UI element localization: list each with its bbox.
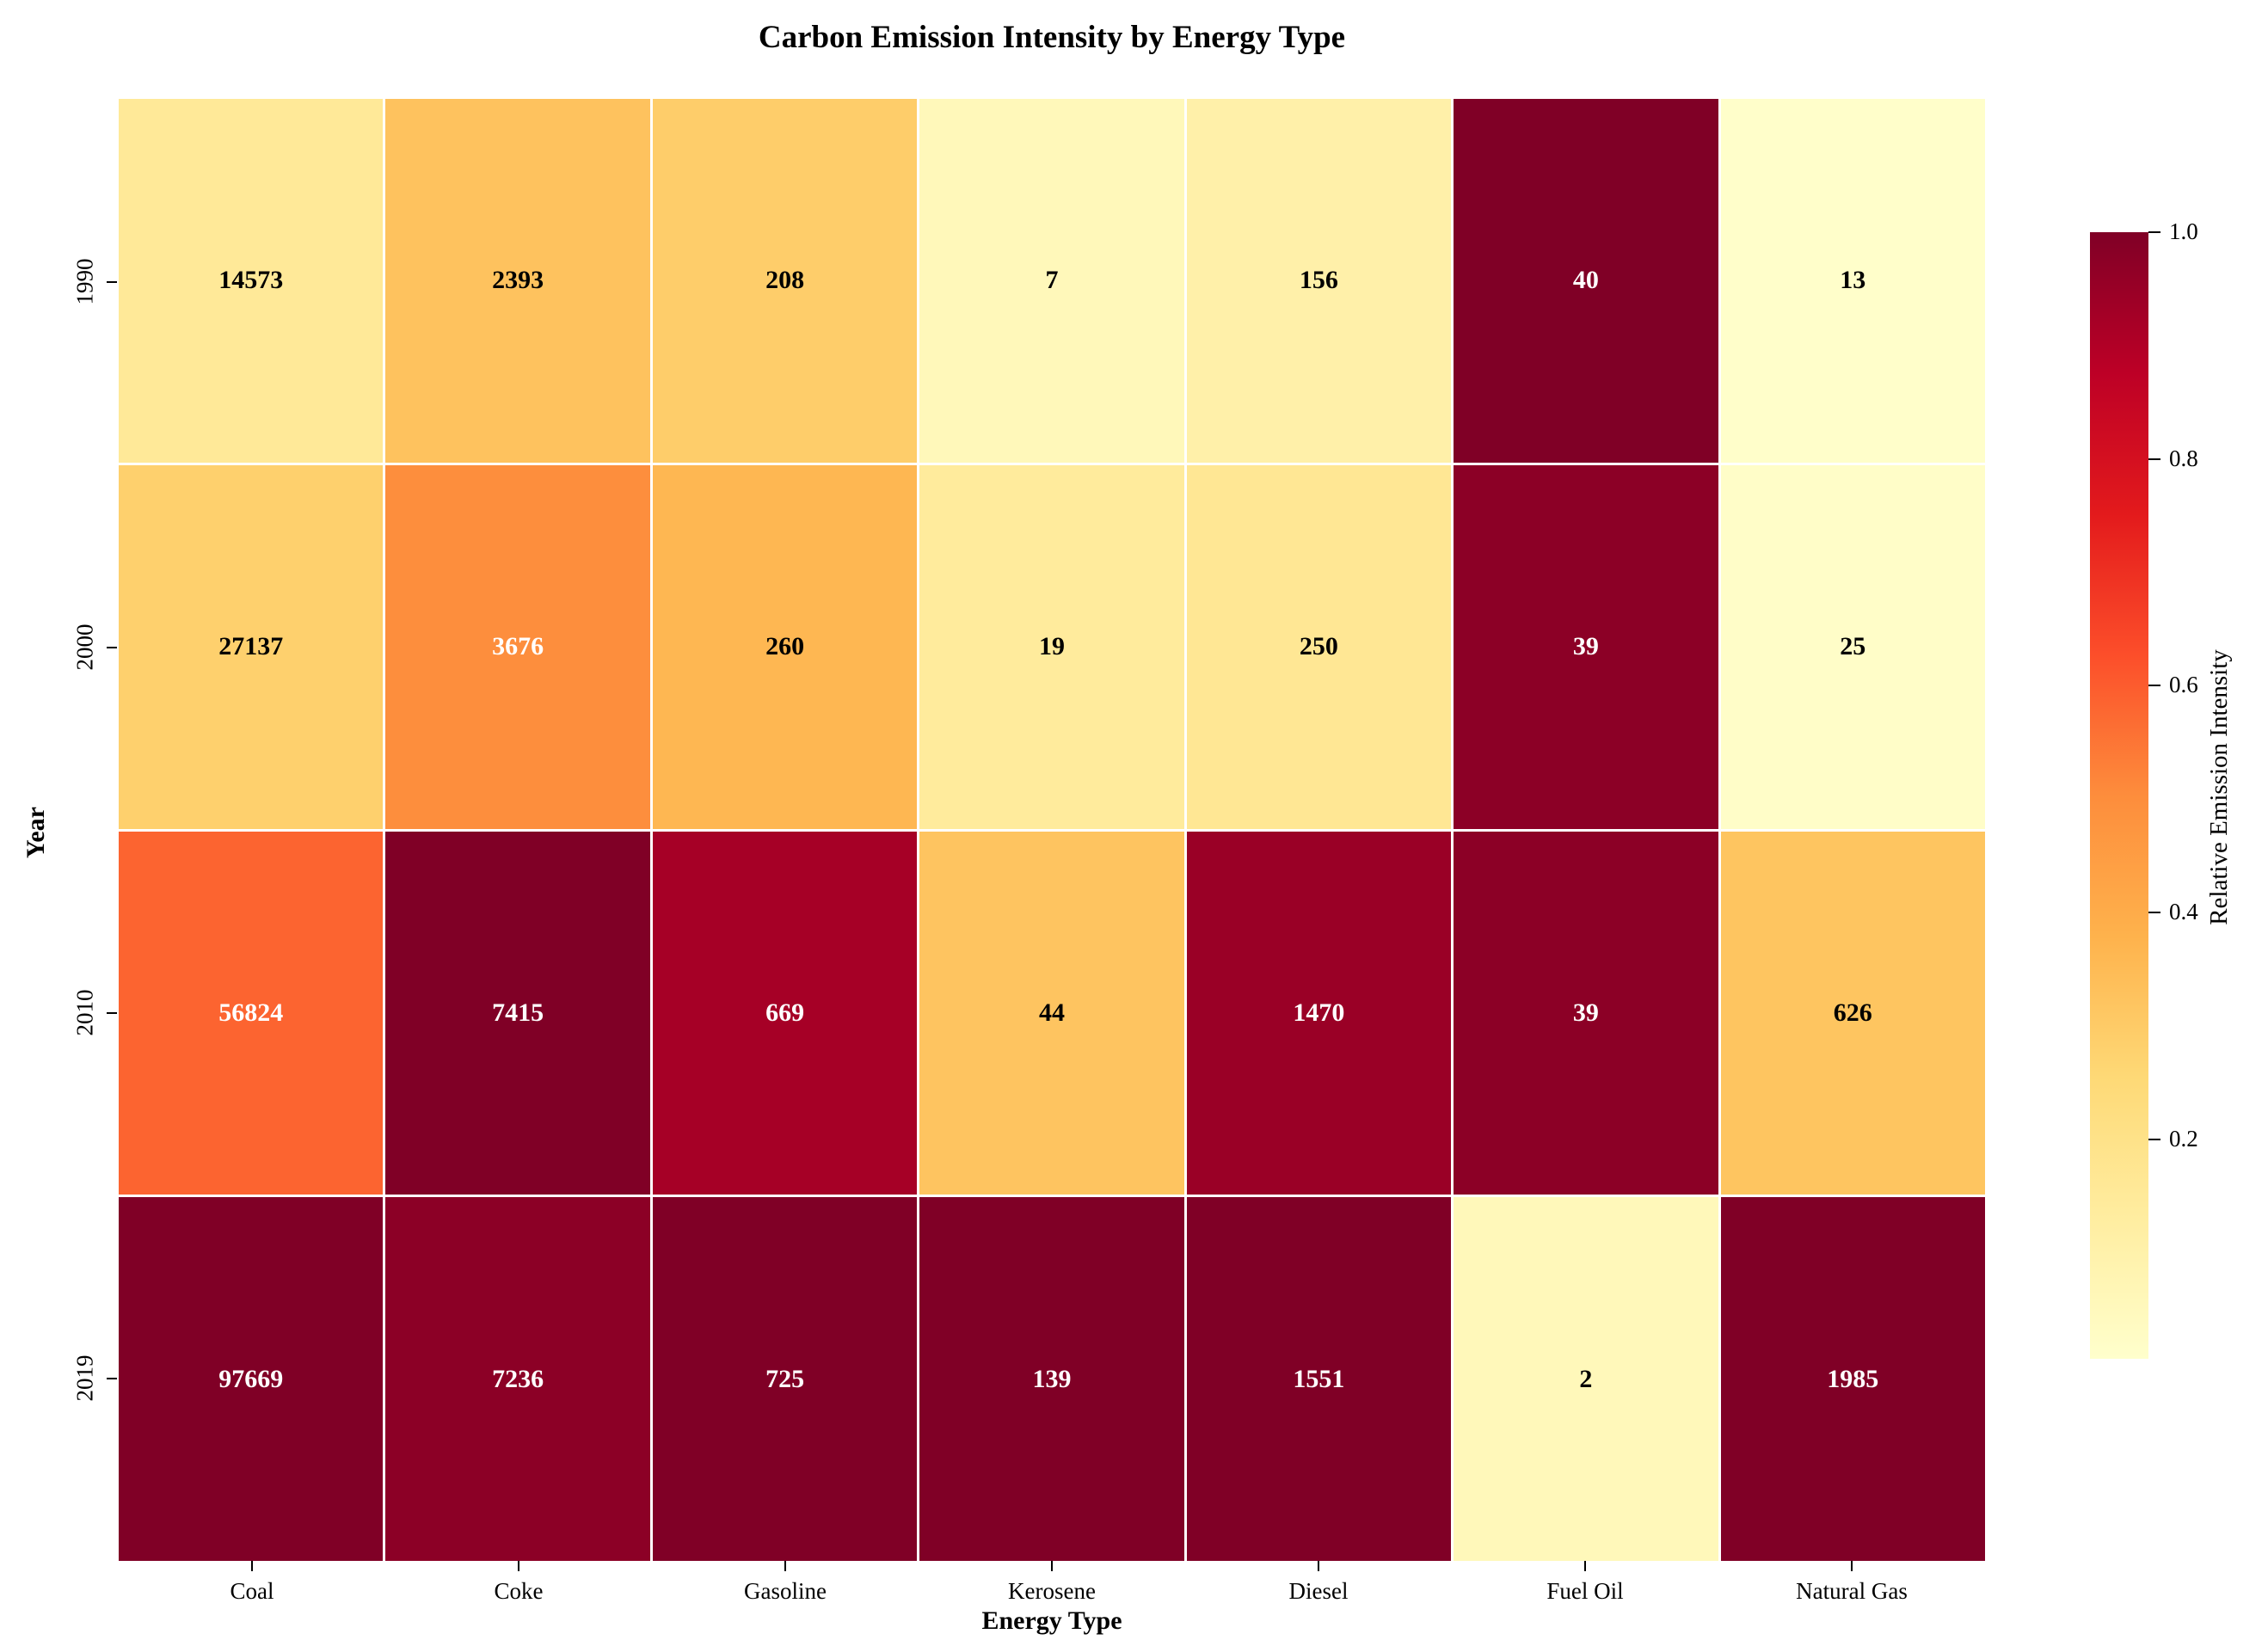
heatmap-cell: 7 bbox=[919, 99, 1184, 463]
colorbar-tick-label: 0.6 bbox=[2169, 672, 2198, 698]
x-tick-labels: Coal Coke Gasoline Kerosene Diesel Fuel Oil Na… bbox=[119, 1576, 1985, 1606]
heatmap-cell: 7415 bbox=[385, 831, 650, 1195]
y-axis-label: Year bbox=[22, 807, 50, 858]
x-tick-mark bbox=[1452, 1561, 1718, 1571]
x-tick-mark bbox=[385, 1561, 652, 1571]
heatmap-cell: 25 bbox=[1720, 464, 1985, 829]
x-tick-label: Kerosene bbox=[1008, 1577, 1096, 1604]
colorbar-tick-mark bbox=[2148, 685, 2160, 687]
heatmap-cell: 14573 bbox=[119, 99, 384, 463]
heatmap-cell: 250 bbox=[1186, 464, 1452, 829]
x-axis-tick-marks bbox=[119, 1561, 1985, 1571]
y-tick-labels: 1990 2000 2010 2019 bbox=[62, 99, 101, 1561]
y-tick-mark bbox=[107, 99, 119, 464]
heatmap-cell: 1551 bbox=[1186, 1197, 1452, 1561]
heatmap-cell: 725 bbox=[652, 1197, 918, 1561]
x-tick-label: Fuel Oil bbox=[1546, 1577, 1624, 1604]
colorbar-gradient bbox=[2090, 232, 2148, 1359]
heatmap-cell: 3676 bbox=[385, 464, 650, 829]
heatmap-cell: 1985 bbox=[1720, 1197, 1985, 1561]
y-tick-label: 2010 bbox=[71, 989, 98, 1036]
heatmap-cell: 1470 bbox=[1186, 831, 1452, 1195]
heatmap-cell: 2 bbox=[1454, 1197, 1718, 1561]
y-tick-mark bbox=[107, 464, 119, 830]
x-tick-label: Diesel bbox=[1288, 1577, 1349, 1604]
chart-title: Carbon Emission Intensity by Energy Type bbox=[758, 20, 1346, 55]
y-tick-mark bbox=[107, 1195, 119, 1561]
colorbar-tick-label: 0.4 bbox=[2169, 899, 2198, 925]
x-tick-label: Coal bbox=[230, 1577, 274, 1604]
heatmap-cell: 13 bbox=[1720, 99, 1985, 463]
x-tick-mark bbox=[919, 1561, 1185, 1571]
y-tick-mark bbox=[107, 830, 119, 1195]
heatmap-cell: 40 bbox=[1454, 99, 1718, 463]
heatmap-cell: 56824 bbox=[119, 831, 384, 1195]
heatmap-cell: 39 bbox=[1454, 464, 1718, 829]
heatmap-cell: 7236 bbox=[385, 1197, 650, 1561]
y-tick-label: 2000 bbox=[71, 623, 98, 671]
heatmap-cell: 260 bbox=[652, 464, 918, 829]
heatmap-cell: 39 bbox=[1454, 831, 1718, 1195]
colorbar-axis-label-text: Relative Emission Intensity bbox=[2204, 648, 2233, 925]
heatmap-grid: 14573 2393 208 7 156 40 13 27137 3676 260 19 250 39 2… bbox=[119, 99, 1985, 1561]
y-axis-tick-marks bbox=[107, 99, 119, 1561]
x-tick-label: Natural Gas bbox=[1796, 1577, 1908, 1604]
colorbar-axis-label: Relative Emission Intensity bbox=[2167, 649, 2268, 925]
heatmap-cell: 156 bbox=[1186, 99, 1452, 463]
x-tick-label: Coke bbox=[494, 1577, 544, 1604]
heatmap-cell: 19 bbox=[919, 464, 1184, 829]
heatmap-cell: 626 bbox=[1720, 831, 1985, 1195]
heatmap-cell: 27137 bbox=[119, 464, 384, 829]
heatmap-cell: 97669 bbox=[119, 1197, 384, 1561]
heatmap-cell: 139 bbox=[919, 1197, 1184, 1561]
colorbar-tick-mark bbox=[2148, 458, 2160, 460]
colorbar-ticks: 1.0 0.8 0.6 0.4 0.2 bbox=[2148, 218, 2268, 1359]
x-tick-mark bbox=[1185, 1561, 1452, 1571]
y-tick-label: 1990 bbox=[71, 258, 98, 305]
x-tick-mark bbox=[652, 1561, 919, 1571]
x-tick-label: Gasoline bbox=[744, 1577, 827, 1604]
colorbar-tick-mark bbox=[2148, 1138, 2160, 1140]
x-tick-mark bbox=[119, 1561, 385, 1571]
heatmap-cell: 2393 bbox=[385, 99, 650, 463]
x-axis-label: Energy Type bbox=[981, 1606, 1122, 1635]
colorbar-tick-mark bbox=[2148, 912, 2160, 914]
colorbar-tick-label: 0.2 bbox=[2169, 1125, 2198, 1152]
heatmap-cell: 208 bbox=[652, 99, 918, 463]
colorbar-tick-mark bbox=[2148, 231, 2160, 233]
heatmap-cell: 669 bbox=[652, 831, 918, 1195]
colorbar-tick-label: 0.8 bbox=[2169, 445, 2198, 471]
heatmap-cell: 44 bbox=[919, 831, 1184, 1195]
colorbar-tick-label: 1.0 bbox=[2169, 218, 2198, 244]
y-tick-label: 2019 bbox=[71, 1354, 98, 1402]
x-tick-mark bbox=[1718, 1561, 1985, 1571]
